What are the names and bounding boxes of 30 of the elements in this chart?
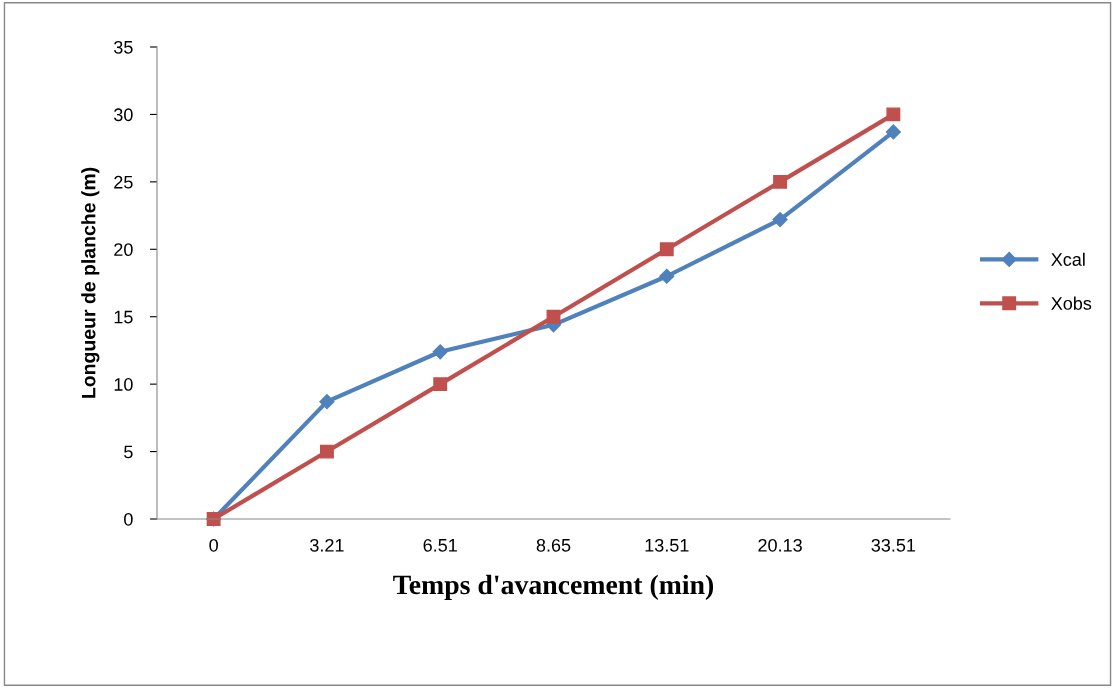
point	[319, 394, 335, 410]
x-axis-title: Temps d'avancement (min)	[393, 574, 714, 600]
point	[432, 344, 448, 360]
point	[772, 212, 788, 228]
y-tick-label: 10	[114, 378, 133, 391]
point	[659, 268, 675, 284]
y-tick-label: 35	[114, 40, 133, 54]
x-tick-label: 33.51	[871, 538, 916, 552]
point	[433, 377, 448, 392]
x-tick-label: 3.21	[310, 538, 344, 552]
x-tick-label: 8.65	[536, 538, 571, 552]
point	[659, 242, 674, 257]
point	[773, 174, 788, 189]
point	[319, 444, 334, 459]
y-tick-label: 0	[124, 512, 133, 526]
y-tick-label: 5	[124, 445, 133, 459]
y-tick-label: 15	[114, 310, 133, 324]
x-tick-label: 6.51	[423, 538, 457, 552]
x-tick-label: 13.51	[645, 538, 689, 552]
point	[886, 107, 901, 122]
point	[546, 309, 561, 324]
y-tick-label: 20	[114, 243, 133, 257]
y-tick-label: 25	[114, 175, 133, 189]
point	[885, 124, 901, 140]
x-tick-label: 0	[209, 538, 218, 552]
legend-label: Xobs	[1051, 296, 1092, 310]
y-axis-title: Longueur de planche (m)	[81, 167, 100, 398]
x-tick-label: 20.13	[758, 538, 802, 552]
y-tick-label: 30	[114, 108, 133, 122]
legend-label: Xcal	[1051, 252, 1085, 266]
